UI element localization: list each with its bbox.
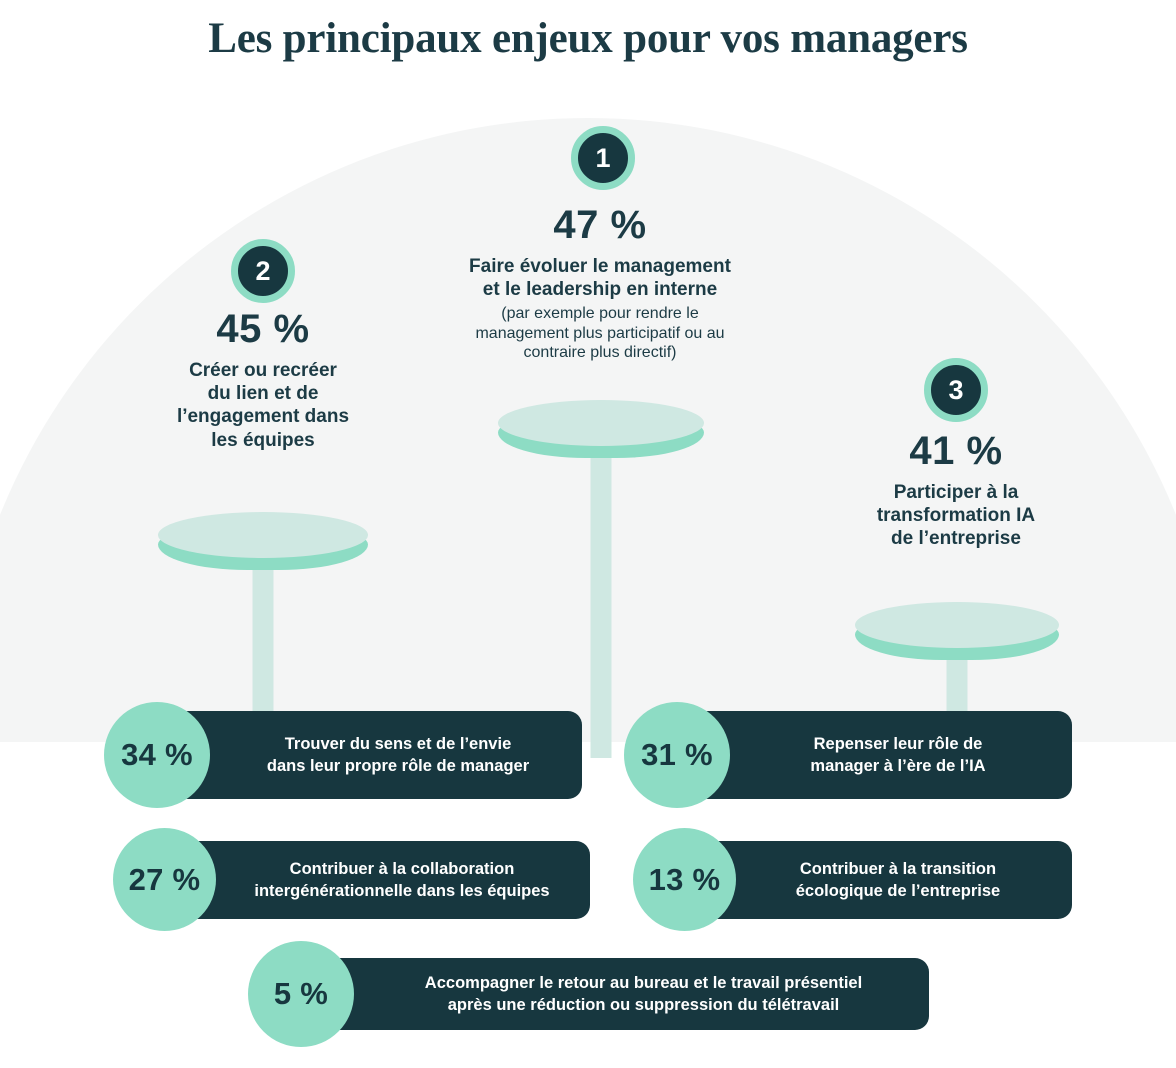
podium-2-text: 45 % Créer ou recréer du lien et de l’en… [133,308,393,452]
podium-2-label-line3: l’engagement dans [176,406,350,428]
podium-1 [498,400,704,760]
rank-badge-3: 3 [924,358,988,422]
podium-2-disc-top [158,512,368,558]
podium-1-sub-line1: (par exemple pour rendre le [501,305,699,323]
podium-2-label-line4: les équipes [211,429,315,451]
page-title: Les principaux enjeux pour vos managers [208,15,968,62]
rank-badge-3-label: 3 [948,374,964,405]
podium-2 [158,512,368,762]
podium-2-label-line1: Créer ou recréer [189,360,337,381]
podium-1-label-line2: et le leadership en interne [482,279,718,301]
rank-badge-1: 1 [571,126,635,190]
podium-3-disc-top [855,602,1059,648]
rank-badge-2-label: 2 [255,255,271,286]
arch-bottom-mask [0,742,1176,1068]
podium-3-text: 41 % Participer à la transformation IA d… [826,430,1086,551]
podium-2-label-line2: du lien et de [207,383,319,405]
podium-3-stem [946,660,968,760]
rank-badge-1-label: 1 [595,142,611,173]
podium-1-sub-line2: management plus participatif ou au [475,324,725,342]
podium-3-value: 41 % [909,429,1003,473]
rank-badge-2: 2 [231,239,295,303]
podium-1-value: 47 % [553,203,647,247]
podium-3-label-line2: transformation IA [876,505,1036,527]
podium-1-label-line1: Faire évoluer le management [469,256,731,277]
podium-2-stem [252,570,274,760]
podium-1-text: 47 % Faire évoluer le management et le l… [396,204,804,362]
podium-1-disc-top [498,400,704,446]
podium-3-label-line1: Participer à la [893,482,1019,503]
podium-3-label-line3: de l’entreprise [891,528,1021,550]
podium-2-value: 45 % [216,307,310,351]
podium-1-stem [590,458,612,758]
podium-3 [855,602,1059,762]
podium-1-sub-line3: contraire plus directif) [523,343,677,361]
